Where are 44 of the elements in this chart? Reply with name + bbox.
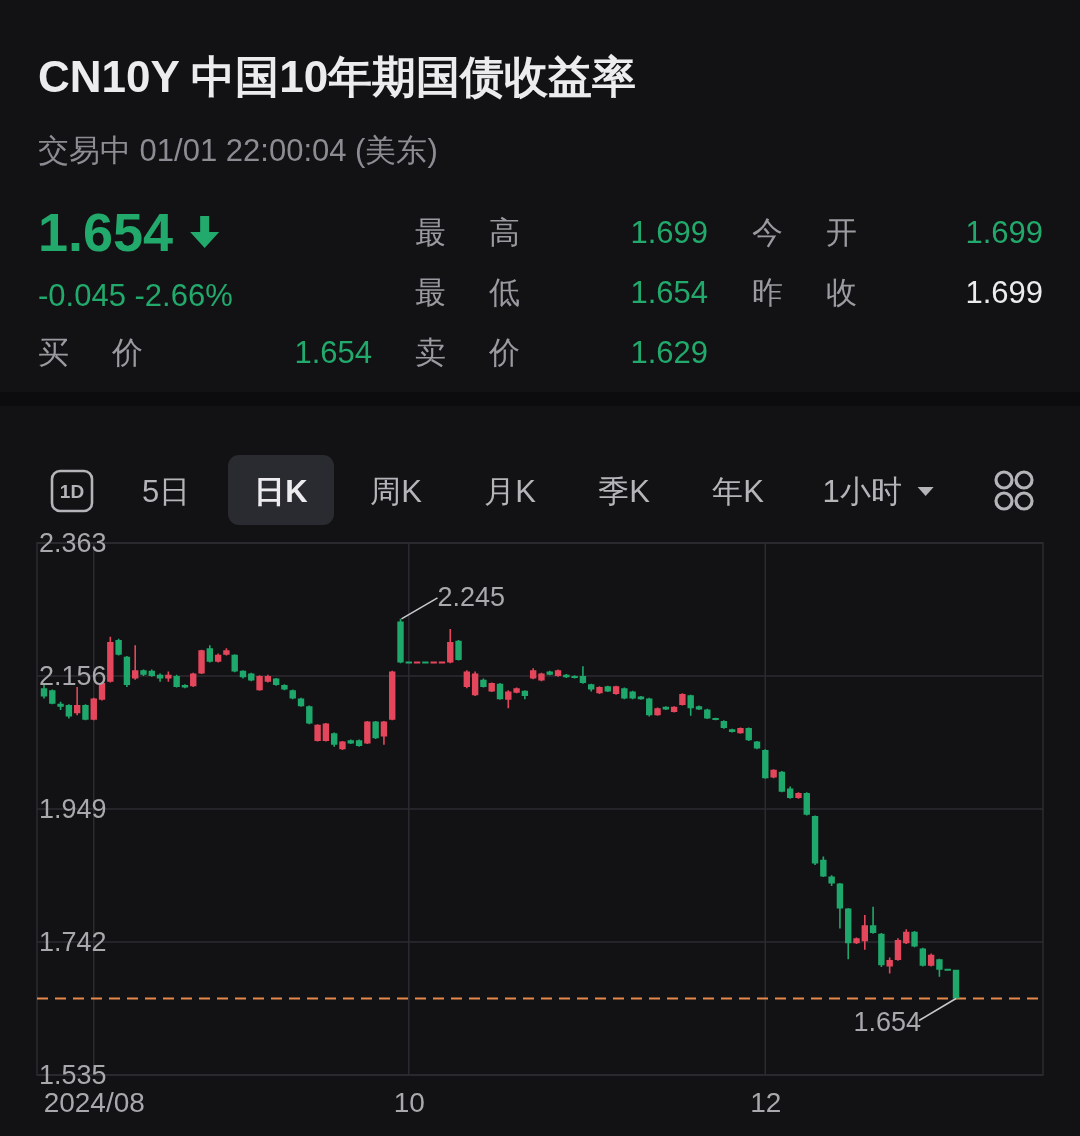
text: 1.699 [965, 214, 1043, 250]
candlestick [869, 906, 877, 934]
candlestick [828, 875, 835, 887]
text: 1.629 [630, 334, 708, 370]
candlestick [430, 661, 437, 664]
y-tick-label: 2.156 [39, 661, 107, 692]
candlestick [405, 661, 412, 664]
text: 1.654 [38, 202, 174, 262]
text: 日K [254, 473, 309, 509]
candlestick [422, 661, 429, 664]
text: 1.699 [965, 274, 1043, 310]
text: 1.699 [630, 214, 708, 250]
y-tick-label: 2.363 [39, 528, 107, 559]
candlestick [413, 661, 421, 664]
chart-title: CN10Y 中国10年期国债收益率 [38, 51, 637, 101]
text: 1小时 [822, 473, 902, 509]
candlestick [438, 661, 446, 664]
text: 1.654 [630, 274, 708, 310]
text: 最低 [415, 274, 520, 310]
text: 卖价 [415, 334, 520, 370]
y-tick-label: 1.949 [39, 794, 107, 825]
y-tick-label: 1.742 [39, 927, 107, 958]
annotation: 1.654 [853, 1006, 921, 1037]
text: 年K [712, 473, 765, 509]
x-tick-label: 12 [750, 1086, 782, 1118]
annotation: 2.245 [437, 581, 506, 612]
x-tick-label: 10 [393, 1086, 425, 1118]
candlestick [132, 645, 139, 680]
chart-subtitle: 交易中 01/01 22:00:04 (美东) [38, 132, 438, 168]
candlestick [513, 687, 520, 694]
text: 季K [598, 473, 651, 509]
text: 1.654 [294, 334, 372, 370]
text: 今开 [752, 214, 857, 250]
text: 1D [59, 480, 85, 502]
candlestick [223, 648, 230, 656]
text: 买价 [38, 334, 143, 370]
candlestick [140, 669, 147, 676]
text: -0.045 -2.66% [38, 277, 233, 313]
text: 月K [484, 473, 537, 509]
text: 最高 [415, 214, 520, 250]
text: 5日 [141, 473, 191, 509]
text: 昨收 [752, 274, 857, 310]
text: 周K [370, 473, 423, 509]
candlestick [944, 968, 951, 971]
